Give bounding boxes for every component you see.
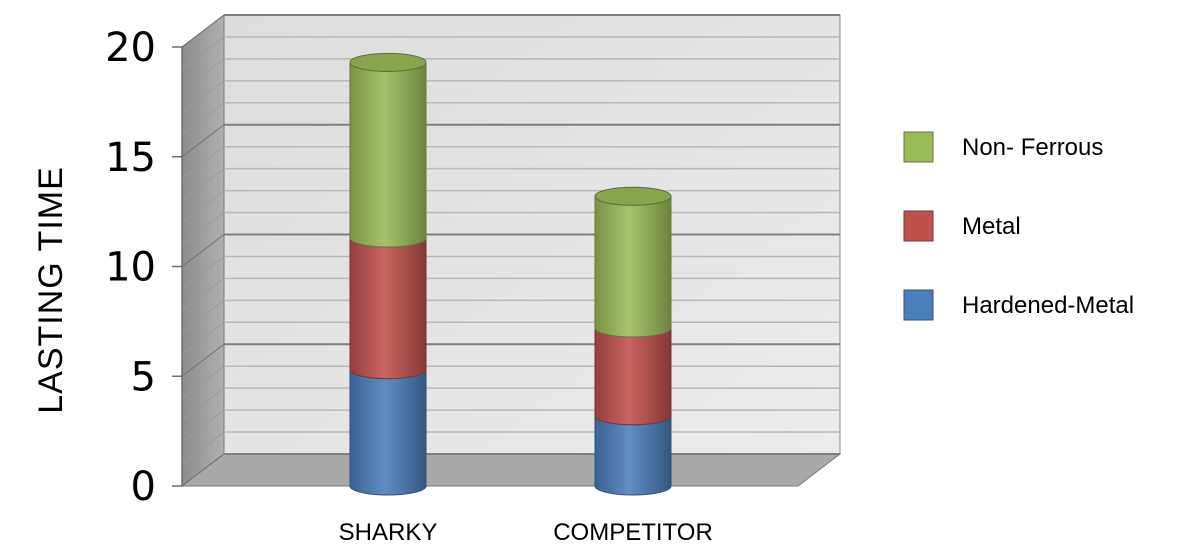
bar-segment-metal — [594, 327, 672, 426]
side-gridline — [181, 343, 225, 377]
side-gridline — [181, 102, 225, 136]
legend-swatch — [903, 289, 934, 321]
bar-top-cap — [594, 186, 672, 206]
side-gridline — [181, 168, 225, 202]
gridlines — [181, 14, 840, 487]
side-gridline — [181, 299, 225, 333]
bar-stack-sharky — [349, 52, 427, 496]
y-tick-label: 10 — [105, 245, 156, 291]
side-gridline — [181, 431, 225, 465]
y-axis-title: LASTING TIME — [32, 166, 70, 414]
bar-segment-hardened-metal — [349, 369, 427, 496]
legend-label: Hardened-Metal — [962, 292, 1134, 319]
side-gridline — [181, 58, 225, 92]
side-gridline — [181, 256, 225, 289]
side-gridline — [181, 453, 225, 487]
legend-label: Non- Ferrous — [962, 134, 1103, 161]
side-gridline — [181, 80, 225, 114]
side-gridline — [181, 365, 225, 399]
plot-back-wall — [180, 13, 842, 488]
bars — [349, 52, 672, 496]
legend-swatch — [903, 210, 934, 242]
side-gridline — [181, 190, 225, 223]
bar-top-cap — [349, 52, 427, 72]
y-tick-label: 0 — [131, 464, 156, 510]
side-gridline — [181, 278, 225, 311]
bar-stack-competitor — [594, 186, 672, 496]
side-gridline — [181, 146, 225, 180]
bar-segment-non-ferrous — [594, 196, 672, 338]
legend: Non- Ferrous Metal Hardened-Metal — [903, 131, 1134, 321]
x-axis-labels: SHARKY COMPETITOR — [339, 519, 713, 546]
side-gridline — [181, 321, 225, 355]
x-tick-label: COMPETITOR — [553, 519, 713, 546]
bar-segment-hardened-metal — [594, 415, 672, 496]
y-tick-label: 5 — [131, 354, 156, 400]
legend-swatch — [903, 131, 934, 163]
x-tick-label: SHARKY — [339, 519, 438, 546]
side-gridline — [181, 409, 225, 443]
y-tick-label: 15 — [105, 135, 156, 181]
side-gridline — [181, 124, 225, 158]
floor — [180, 453, 842, 487]
side-gridline — [181, 387, 225, 421]
y-tick-label: 20 — [105, 25, 156, 71]
side-gridline — [181, 212, 225, 245]
side-gridline — [181, 36, 225, 70]
y-axis: 0 5 10 15 20 — [105, 25, 183, 510]
side-gridline — [181, 234, 225, 267]
bar-segment-non-ferrous — [349, 62, 427, 248]
side-gridline — [181, 14, 225, 48]
bar-segment-metal — [349, 237, 427, 380]
legend-label: Metal — [962, 213, 1021, 240]
